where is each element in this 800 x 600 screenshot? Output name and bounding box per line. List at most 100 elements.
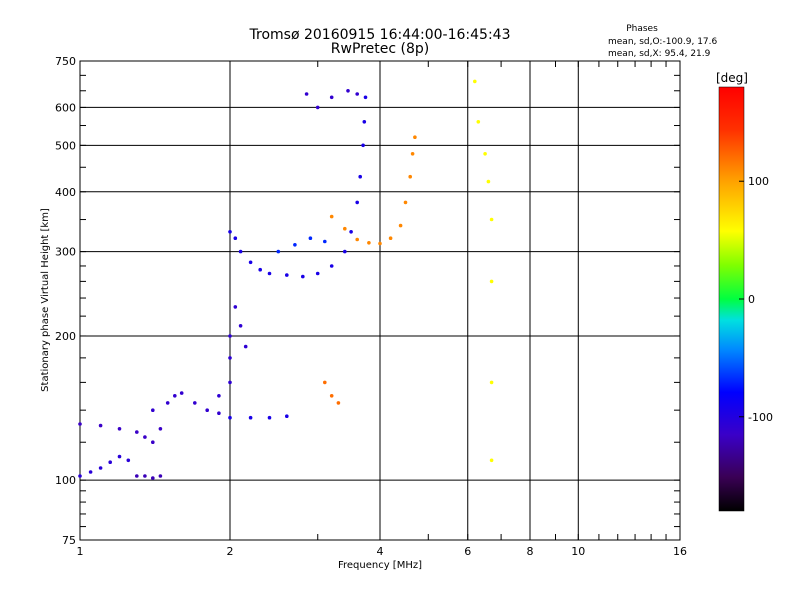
- chart-subtitle: RwPretec (8p): [331, 41, 429, 57]
- data-point: [78, 474, 82, 478]
- data-point: [315, 105, 320, 110]
- data-point: [143, 435, 147, 439]
- data-point: [243, 344, 248, 349]
- y-tick-label: 500: [55, 139, 76, 152]
- data-point: [315, 271, 320, 276]
- data-point: [329, 264, 334, 268]
- data-point: [346, 89, 350, 93]
- data-point: [217, 411, 221, 416]
- data-point: [228, 356, 232, 360]
- data-point: [135, 430, 139, 434]
- chart-title: Tromsø 20160915 16:44:00-16:45:43: [249, 27, 511, 43]
- data-point: [179, 391, 184, 395]
- data-point: [361, 143, 365, 148]
- data-point: [126, 458, 131, 463]
- x-axis-label: Frequency [MHz]: [338, 560, 422, 571]
- data-point: [358, 174, 363, 179]
- data-point: [158, 474, 163, 478]
- x-tick-label: 4: [377, 545, 384, 558]
- data-point: [398, 223, 403, 228]
- data-point: [151, 440, 155, 445]
- data-point: [378, 241, 382, 246]
- data-point: [228, 230, 232, 234]
- data-point: [135, 474, 139, 478]
- data-point: [413, 135, 417, 139]
- data-point: [117, 427, 122, 431]
- x-tick-label: 1: [77, 545, 84, 558]
- data-point: [158, 427, 163, 431]
- colorbar-tick-label: 100: [748, 175, 769, 188]
- phases-label: Phases: [626, 24, 658, 34]
- y-tick-label: 600: [55, 101, 76, 114]
- data-point: [301, 274, 305, 279]
- data-point: [483, 152, 487, 156]
- data-point: [323, 380, 327, 385]
- x-tick-label: 8: [527, 545, 534, 558]
- y-tick-label: 75: [62, 534, 76, 547]
- data-point: [363, 95, 368, 100]
- phases-x-stats: mean, sd,X: 95.4, 21.9: [608, 49, 711, 59]
- data-point: [151, 476, 155, 480]
- x-tick-label: 10: [571, 545, 585, 558]
- data-point: [228, 380, 232, 385]
- data-point: [329, 95, 334, 100]
- data-point: [238, 324, 243, 328]
- data-point: [489, 279, 494, 284]
- data-point: [233, 305, 238, 309]
- data-point: [285, 273, 289, 277]
- y-axis-label: Stationary phase Virtual Height [km]: [40, 208, 51, 392]
- data-point: [410, 152, 415, 156]
- data-point: [205, 408, 209, 413]
- scatter-points: [78, 79, 494, 480]
- data-point: [165, 401, 170, 405]
- data-point: [217, 394, 221, 398]
- data-point: [228, 415, 232, 420]
- data-point: [285, 414, 289, 419]
- data-point: [343, 249, 347, 254]
- y-tick-label: 400: [55, 186, 76, 199]
- data-point: [355, 237, 360, 242]
- data-point: [248, 415, 253, 420]
- colorbar-ticks: 100 0 -100: [739, 175, 773, 424]
- data-point: [304, 92, 309, 96]
- y-tick-label: 100: [55, 474, 76, 487]
- data-point: [88, 470, 93, 474]
- data-point: [117, 454, 122, 459]
- y-tick-label: 750: [55, 55, 76, 68]
- colorbar-tick-label: 0: [748, 293, 755, 306]
- data-point: [323, 239, 327, 244]
- data-point: [143, 474, 147, 478]
- data-point: [489, 380, 494, 385]
- phases-o-stats: mean, sd,O:-100.9, 17.6: [608, 37, 718, 47]
- data-point: [349, 230, 353, 234]
- data-point: [308, 236, 313, 240]
- data-point: [233, 236, 238, 240]
- colorbar-unit-label: [deg]: [716, 71, 748, 85]
- data-point: [258, 267, 263, 272]
- data-point: [98, 423, 103, 428]
- y-tick-labels: 75 100 200 300 400 500 600 750: [55, 55, 76, 547]
- axis-ticks: [79, 61, 680, 540]
- data-point: [336, 401, 341, 405]
- data-point: [362, 120, 367, 124]
- data-point: [228, 334, 232, 338]
- x-tick-labels: 1 2 4 6 8 10 16: [77, 545, 688, 558]
- data-point: [267, 415, 272, 420]
- data-point: [108, 460, 112, 465]
- data-point: [98, 466, 103, 470]
- x-tick-label: 6: [464, 545, 471, 558]
- data-point: [248, 260, 253, 265]
- data-point: [151, 408, 155, 413]
- data-point: [473, 79, 477, 84]
- data-point: [476, 120, 481, 124]
- data-point: [343, 226, 347, 231]
- data-point: [329, 214, 334, 219]
- data-point: [238, 249, 243, 254]
- data-point: [403, 200, 408, 205]
- y-tick-label: 200: [55, 330, 76, 343]
- data-point: [173, 394, 177, 398]
- data-point: [489, 217, 494, 222]
- data-point: [355, 200, 360, 205]
- plot-grid: [80, 61, 680, 540]
